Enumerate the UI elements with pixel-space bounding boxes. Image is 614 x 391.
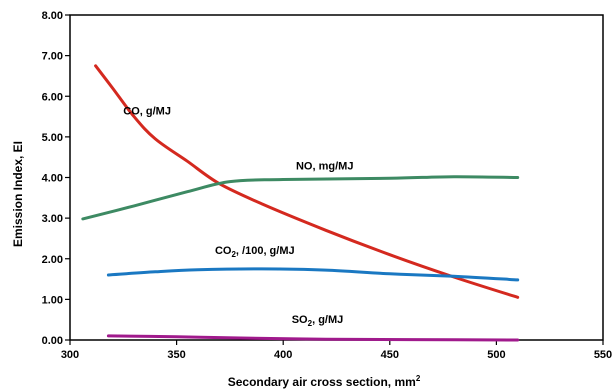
x-tick-label: 500 (487, 349, 505, 361)
series-label-so2: SO2, g/MJ (292, 314, 344, 328)
y-tick-label: 7.00 (42, 51, 63, 63)
y-tick-label: 5.00 (42, 132, 63, 144)
series-line-so2 (106, 334, 520, 342)
y-tick-label: 6.00 (42, 91, 63, 103)
series-line-co2 (106, 267, 520, 282)
x-tick-label: 300 (61, 349, 79, 361)
x-tick-label: 550 (594, 349, 612, 361)
series-label-co: CO, g/MJ (123, 106, 171, 118)
y-axis-ticks: 0.00 1.00 2.00 3.00 4.00 5.00 6.00 7.00 8.00 (42, 10, 70, 347)
x-tick-label: 400 (274, 349, 292, 361)
series-label-no: NO, mg/MJ (296, 160, 353, 172)
series-lines (81, 64, 520, 342)
x-tick-label: 350 (167, 349, 185, 361)
series-label-co2: CO2, /100, g/MJ (215, 245, 295, 259)
y-axis-title: Emission Index, EI (11, 141, 25, 247)
series-line-no (81, 175, 520, 221)
y-tick-label: 8.00 (42, 10, 63, 22)
y-tick-label: 0.00 (42, 335, 63, 347)
y-tick-label: 3.00 (42, 213, 63, 225)
y-tick-label: 1.00 (42, 294, 63, 306)
x-tick-label: 450 (381, 349, 399, 361)
x-axis-ticks: 300 350 400 450 500 550 (61, 340, 612, 361)
x-axis-title: Secondary air cross section, mm2 (228, 374, 421, 389)
y-tick-label: 4.00 (42, 173, 63, 185)
y-tick-label: 2.00 (42, 254, 63, 266)
series-line-co (94, 64, 520, 299)
series-labels: CO, g/MJ NO, mg/MJ CO2, /100, g/MJ SO2, g/M… (123, 106, 353, 328)
